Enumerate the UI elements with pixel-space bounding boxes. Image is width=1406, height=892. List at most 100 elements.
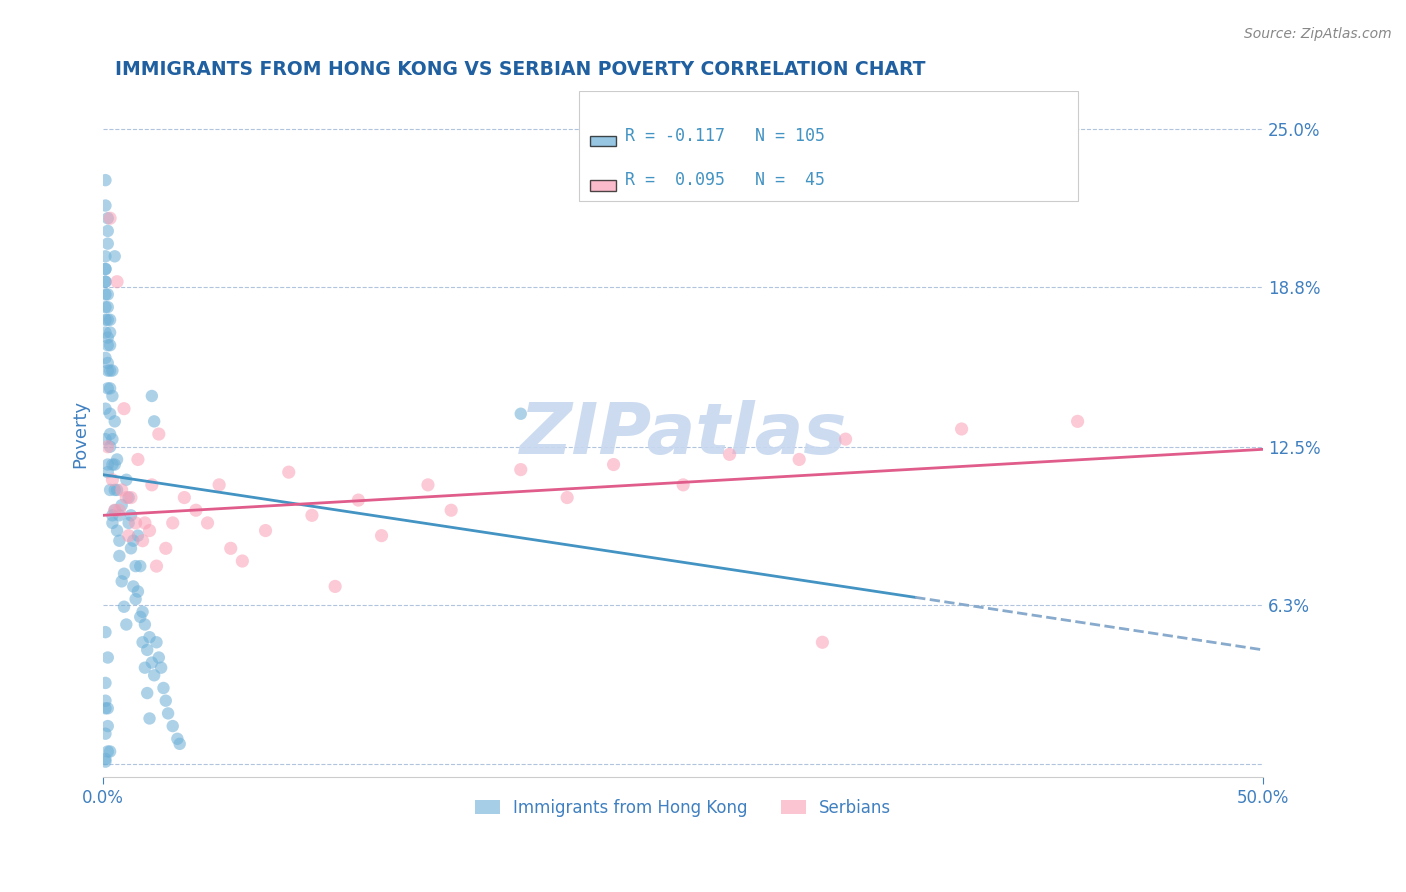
Point — [155, 541, 177, 556]
Point — [141, 389, 163, 403]
Point — [416, 478, 439, 492]
Point — [94, 275, 117, 289]
Point — [94, 727, 117, 741]
Point — [101, 389, 124, 403]
Point — [97, 211, 120, 226]
Point — [105, 524, 128, 538]
FancyBboxPatch shape — [591, 180, 616, 191]
Point — [141, 656, 163, 670]
Point — [94, 275, 117, 289]
Point — [509, 407, 531, 421]
Point — [120, 508, 142, 523]
Point — [97, 363, 120, 377]
Point — [157, 706, 180, 721]
Point — [94, 432, 117, 446]
Point — [94, 198, 117, 212]
Point — [94, 701, 117, 715]
Point — [105, 275, 128, 289]
Point — [143, 668, 166, 682]
Point — [370, 528, 392, 542]
Point — [152, 681, 174, 695]
Point — [118, 528, 141, 542]
FancyBboxPatch shape — [579, 91, 1077, 201]
Point — [138, 524, 160, 538]
Point — [254, 524, 277, 538]
Point — [97, 330, 120, 344]
Point — [602, 458, 624, 472]
Point — [94, 752, 117, 766]
Point — [148, 427, 170, 442]
Point — [111, 483, 134, 497]
Point — [131, 605, 153, 619]
Point — [97, 287, 120, 301]
Point — [111, 498, 134, 512]
Point — [94, 625, 117, 640]
Point — [131, 533, 153, 548]
Point — [94, 351, 117, 365]
Point — [98, 483, 121, 497]
Point — [98, 744, 121, 758]
Point — [115, 473, 138, 487]
Point — [104, 483, 127, 497]
Point — [111, 574, 134, 589]
Point — [162, 719, 184, 733]
Point — [94, 694, 117, 708]
Point — [97, 440, 120, 454]
Point — [143, 414, 166, 428]
Point — [138, 711, 160, 725]
Point — [104, 503, 127, 517]
Point — [104, 249, 127, 263]
Point — [98, 381, 121, 395]
Point — [1066, 414, 1088, 428]
Point — [101, 363, 124, 377]
Point — [136, 686, 159, 700]
Point — [134, 617, 156, 632]
Point — [112, 599, 135, 614]
Text: R = -0.117   N = 105: R = -0.117 N = 105 — [626, 127, 825, 145]
Point — [94, 401, 117, 416]
Point — [105, 483, 128, 497]
Point — [98, 363, 121, 377]
Point — [97, 650, 120, 665]
Point — [129, 610, 152, 624]
Point — [718, 447, 741, 461]
Point — [141, 478, 163, 492]
Point — [104, 414, 127, 428]
Point — [150, 661, 173, 675]
Point — [136, 643, 159, 657]
Point — [131, 635, 153, 649]
Point — [98, 427, 121, 442]
Point — [301, 508, 323, 523]
Point — [101, 473, 124, 487]
Point — [97, 744, 120, 758]
Point — [97, 236, 120, 251]
Point — [145, 635, 167, 649]
Point — [112, 401, 135, 416]
Point — [834, 432, 856, 446]
Point — [120, 541, 142, 556]
Point — [811, 635, 834, 649]
Point — [108, 503, 131, 517]
Point — [122, 579, 145, 593]
Point — [118, 491, 141, 505]
Point — [108, 508, 131, 523]
Point — [97, 381, 120, 395]
Point — [134, 661, 156, 675]
Point — [208, 478, 231, 492]
Point — [124, 559, 146, 574]
Point — [219, 541, 242, 556]
Point — [127, 452, 149, 467]
Point — [97, 356, 120, 370]
Point — [555, 491, 578, 505]
Point — [97, 701, 120, 715]
FancyBboxPatch shape — [591, 136, 616, 146]
Point — [94, 313, 117, 327]
Point — [277, 465, 299, 479]
Point — [94, 300, 117, 314]
Point — [118, 516, 141, 530]
Point — [672, 478, 695, 492]
Point — [105, 452, 128, 467]
Point — [197, 516, 219, 530]
Point — [101, 508, 124, 523]
Point — [120, 491, 142, 505]
